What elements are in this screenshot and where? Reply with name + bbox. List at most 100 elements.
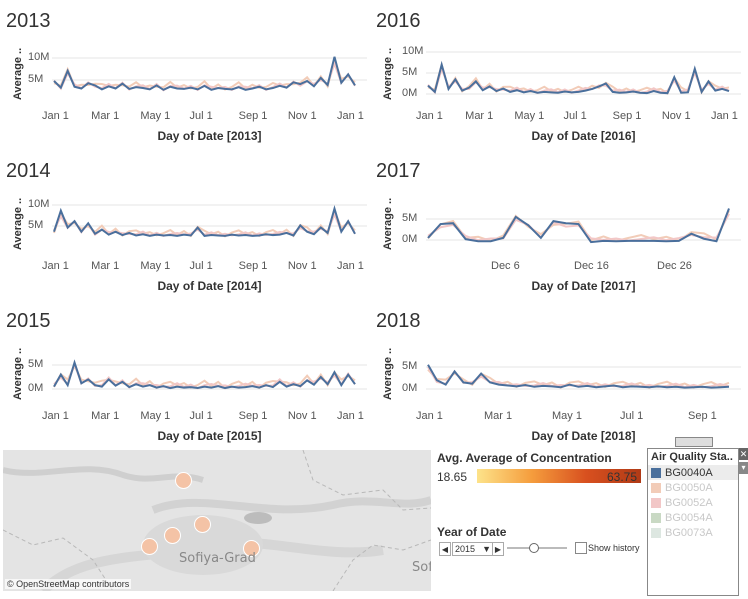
plot-area[interactable] <box>52 193 367 254</box>
map-view[interactable]: Sofiya-Grad Sof © OpenStreetMap contribu… <box>3 450 431 591</box>
x-tick-label: Jan 1 <box>337 110 364 122</box>
series-line-BG0040A <box>53 359 356 390</box>
x-tick-label: Jul 1 <box>189 410 213 422</box>
x-tick-label: Sep 1 <box>612 110 642 122</box>
y-tick-label: 10M <box>402 45 424 57</box>
chart-panel-2014: 2014 Average .. Day of Date [2014] 10M 5M Jan… <box>0 150 374 300</box>
chart-panel-2015: 2015 Average .. Day of Date [2015] 5M 0M Jan … <box>0 300 374 450</box>
y-tick-label: 10M <box>28 198 50 210</box>
y-tick-label: 5M <box>402 360 418 372</box>
year-select[interactable]: 2015 ▼ <box>452 542 494 556</box>
map-background <box>3 450 431 591</box>
x-tick-label: May 1 <box>552 410 582 422</box>
legend-max: 63.75 <box>607 470 638 484</box>
x-tick-label: Mar 1 <box>465 110 494 122</box>
concentration-legend: Avg. Average of Concentration 18.65 63.7… <box>437 451 641 484</box>
chart-panel-2017: 2017 Average .. Day of Date [2017] 5M 0M Dec … <box>370 150 748 300</box>
close-icon[interactable]: ✕ <box>739 448 748 460</box>
faded-series-line <box>427 61 730 95</box>
y-axis-label: Average .. <box>382 347 394 400</box>
y-tick-label: 5M <box>28 219 44 231</box>
station-item[interactable]: BG0040A <box>648 465 738 480</box>
station-item[interactable]: BG0052A <box>648 495 738 510</box>
x-tick-label: Jul 1 <box>189 110 213 122</box>
series-line-BG0040A <box>427 364 730 389</box>
year-next-button[interactable]: ▶ <box>492 542 504 556</box>
map-attribution[interactable]: © OpenStreetMap contributors <box>5 579 132 589</box>
plot-area[interactable] <box>426 48 741 109</box>
plot-area[interactable] <box>426 193 741 254</box>
x-tick-label: Jan 1 <box>42 110 69 122</box>
x-tick-label: Nov 1 <box>287 410 317 422</box>
chart-panel-2016: 2016 Average .. Day of Date [2016] 10M 5M 0M J… <box>370 0 748 150</box>
x-tick-label: Jan 1 <box>42 410 69 422</box>
year-slider[interactable] <box>507 543 567 553</box>
station-item[interactable]: BG0050A <box>648 480 738 495</box>
air-quality-station-filter: Air Quality Sta.. BG0040A BG0050A BG0052A B… <box>647 448 739 596</box>
y-axis-label: Average .. <box>12 197 24 250</box>
station-label: BG0050A <box>665 481 713 494</box>
station-label: BG0073A <box>665 526 713 539</box>
chart-title: 2014 <box>6 160 51 182</box>
station-item[interactable]: BG0054A <box>648 510 738 525</box>
y-axis-label: Average .. <box>382 197 394 250</box>
show-history-checkbox[interactable] <box>575 542 587 554</box>
y-tick-label: 0M <box>402 233 418 245</box>
station-item[interactable]: BG0073A <box>648 525 738 540</box>
map-marker-5[interactable] <box>243 540 260 557</box>
year-slider-handle[interactable] <box>529 543 539 553</box>
map-marker-4[interactable] <box>141 538 158 555</box>
year-filter-title: Year of Date <box>437 525 507 539</box>
faded-series-line <box>53 57 356 91</box>
x-axis-label: Day of Date [2018] <box>531 429 636 443</box>
map-label-city: Sofiya-Grad <box>179 551 256 566</box>
x-axis-label: Day of Date [2016] <box>531 129 636 143</box>
chart-title: 2015 <box>6 310 51 332</box>
station-color-swatch <box>651 527 661 538</box>
legend-gradient <box>477 469 641 483</box>
x-tick-label: May 1 <box>140 110 171 122</box>
series-line-BG0040A <box>427 60 730 95</box>
x-tick-label: Jan 1 <box>711 110 738 122</box>
faded-series-line <box>53 364 356 390</box>
chevron-down-icon: ▼ <box>482 544 491 554</box>
y-tick-label: 0M <box>402 382 418 394</box>
y-tick-label: 5M <box>28 73 44 85</box>
series-line-BG0040A <box>53 56 356 91</box>
plot-area[interactable] <box>52 48 367 109</box>
plot-area[interactable] <box>52 343 367 404</box>
plot-area[interactable] <box>426 343 741 404</box>
station-label: BG0054A <box>665 511 713 524</box>
x-tick-label: Dec 6 <box>491 260 520 272</box>
x-tick-label: Sep 1 <box>238 260 268 272</box>
map-marker-1[interactable] <box>175 472 192 489</box>
x-tick-label: Sep 1 <box>688 410 717 422</box>
map-label-city-partial: Sof <box>412 560 431 575</box>
show-history-label: Show history <box>588 543 640 553</box>
y-tick-label: 5M <box>28 358 44 370</box>
drag-handle[interactable] <box>675 437 713 447</box>
chart-title: 2016 <box>376 10 421 32</box>
air-quality-filter-title: Air Quality Sta.. <box>651 451 733 463</box>
station-color-swatch <box>651 497 661 508</box>
map-marker-3[interactable] <box>164 527 181 544</box>
y-tick-label: 5M <box>402 212 418 224</box>
y-tick-label: 0M <box>28 382 44 394</box>
x-tick-label: Nov 1 <box>661 110 691 122</box>
air-quality-list: BG0040A BG0050A BG0052A BG0054A BG0073A <box>648 465 738 540</box>
y-axis-label: Average .. <box>12 47 24 100</box>
y-tick-label: 5M <box>402 66 418 78</box>
year-select-value: 2015 <box>455 544 476 554</box>
x-tick-label: Dec 16 <box>574 260 609 272</box>
x-tick-label: Jan 1 <box>337 260 364 272</box>
x-tick-label: Jan 1 <box>337 410 364 422</box>
chart-title: 2013 <box>6 10 51 32</box>
x-tick-label: May 1 <box>140 410 171 422</box>
x-tick-label: Jan 1 <box>416 410 443 422</box>
menu-icon[interactable]: ▾ <box>739 462 748 474</box>
year-prev-button[interactable]: ◀ <box>439 542 451 556</box>
x-tick-label: Mar 1 <box>484 410 513 422</box>
x-tick-label: Jan 1 <box>416 110 443 122</box>
x-tick-label: Jan 1 <box>42 260 69 272</box>
map-marker-2[interactable] <box>194 516 211 533</box>
